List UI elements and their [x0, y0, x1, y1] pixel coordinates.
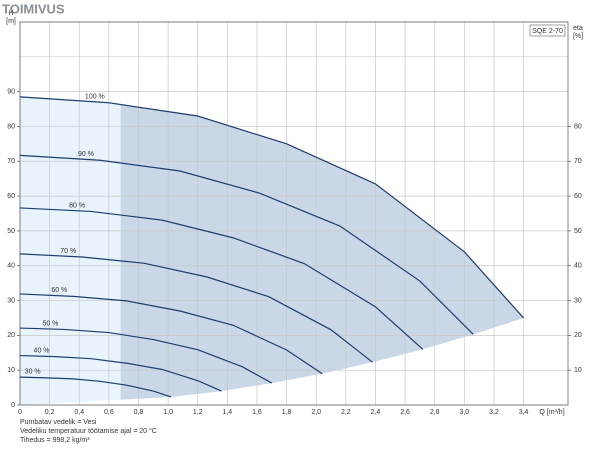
y2-tick-label: 60 [574, 193, 582, 200]
plot-border [19, 21, 569, 406]
curve-label: 100 % [85, 94, 105, 101]
y2-tick-label: 40 [574, 263, 582, 270]
curve-label: 40 % [34, 347, 50, 354]
curve-label: 80 % [69, 202, 85, 209]
pump-curve [19, 207, 424, 350]
x-tick-label: 2,4 [371, 409, 381, 416]
note: Pumbatav vedelik = Vesi [20, 419, 97, 426]
model-label: SQE 2-70 [532, 28, 563, 35]
curve-label: 70 % [60, 248, 76, 255]
x-label: Q [m³/h] [539, 409, 564, 416]
y-tick-label: 70 [7, 158, 15, 165]
y-tick-label: 40 [7, 263, 15, 270]
x-tick-label: 2,6 [400, 409, 410, 416]
y-label: H [8, 10, 13, 17]
y2-tick-label: 50 [574, 228, 582, 235]
x-tick-label: 0,2 [45, 409, 55, 416]
x-tick-label: 2,0 [311, 409, 321, 416]
x-tick-label: 3,0 [459, 409, 469, 416]
y-tick-label: 0 [11, 402, 15, 409]
y-tick-label: 50 [7, 228, 15, 235]
x-tick-label: 1,6 [252, 409, 262, 416]
y-tick-label: 80 [7, 123, 15, 130]
x-tick-label: 1,8 [282, 409, 292, 416]
pump-curve [19, 293, 323, 375]
x-tick-label: 0,8 [134, 409, 144, 416]
x-tick-label: 0,4 [74, 409, 84, 416]
x-tick-label: 1,2 [193, 409, 203, 416]
curve-label: 60 % [51, 287, 67, 294]
x-tick-label: 2,2 [341, 409, 351, 416]
pump-curve [19, 327, 273, 384]
y-tick-label: 10 [7, 367, 15, 374]
x-tick-label: 3,2 [489, 409, 499, 416]
y-tick-label: 90 [7, 88, 15, 95]
x-tick-label: 1,0 [163, 409, 173, 416]
pump-curve [19, 354, 222, 392]
curve-label: 50 % [42, 320, 58, 327]
y-tick-label: 20 [7, 332, 15, 339]
model-box [529, 24, 566, 37]
y-tick-label: 30 [7, 297, 15, 304]
y2-tick-label: 30 [574, 297, 582, 304]
y2-tick-label: 80 [574, 123, 582, 130]
y2-tick-label: 20 [574, 332, 582, 339]
x-tick-label: 2,8 [430, 409, 440, 416]
x-tick-label: 3,4 [519, 409, 529, 416]
y2-tick-label: 70 [574, 158, 582, 165]
pump-curve [19, 253, 373, 363]
x-tick-label: 1,4 [222, 409, 232, 416]
note: Vedeliku temperatuur töötamise ajal = 20… [20, 427, 157, 435]
area-dark [120, 104, 524, 400]
y2-label: eta [573, 25, 583, 32]
pump-curve [19, 376, 172, 398]
pump-curve [19, 96, 525, 319]
y-unit: [m] [6, 18, 16, 25]
y2-tick-label: 10 [574, 367, 582, 374]
x-tick-label: 0 [18, 409, 22, 416]
page-title: TOIMIVUS [2, 1, 65, 16]
y2-unit: [%] [573, 33, 583, 40]
note: Tihedus = 998,2 kg/m³ [20, 437, 90, 444]
curve-label: 90 % [78, 151, 94, 158]
pump-curve [19, 154, 474, 335]
y-tick-label: 60 [7, 193, 15, 200]
x-tick-label: 0,6 [104, 409, 114, 416]
curve-label: 30 % [25, 369, 41, 376]
